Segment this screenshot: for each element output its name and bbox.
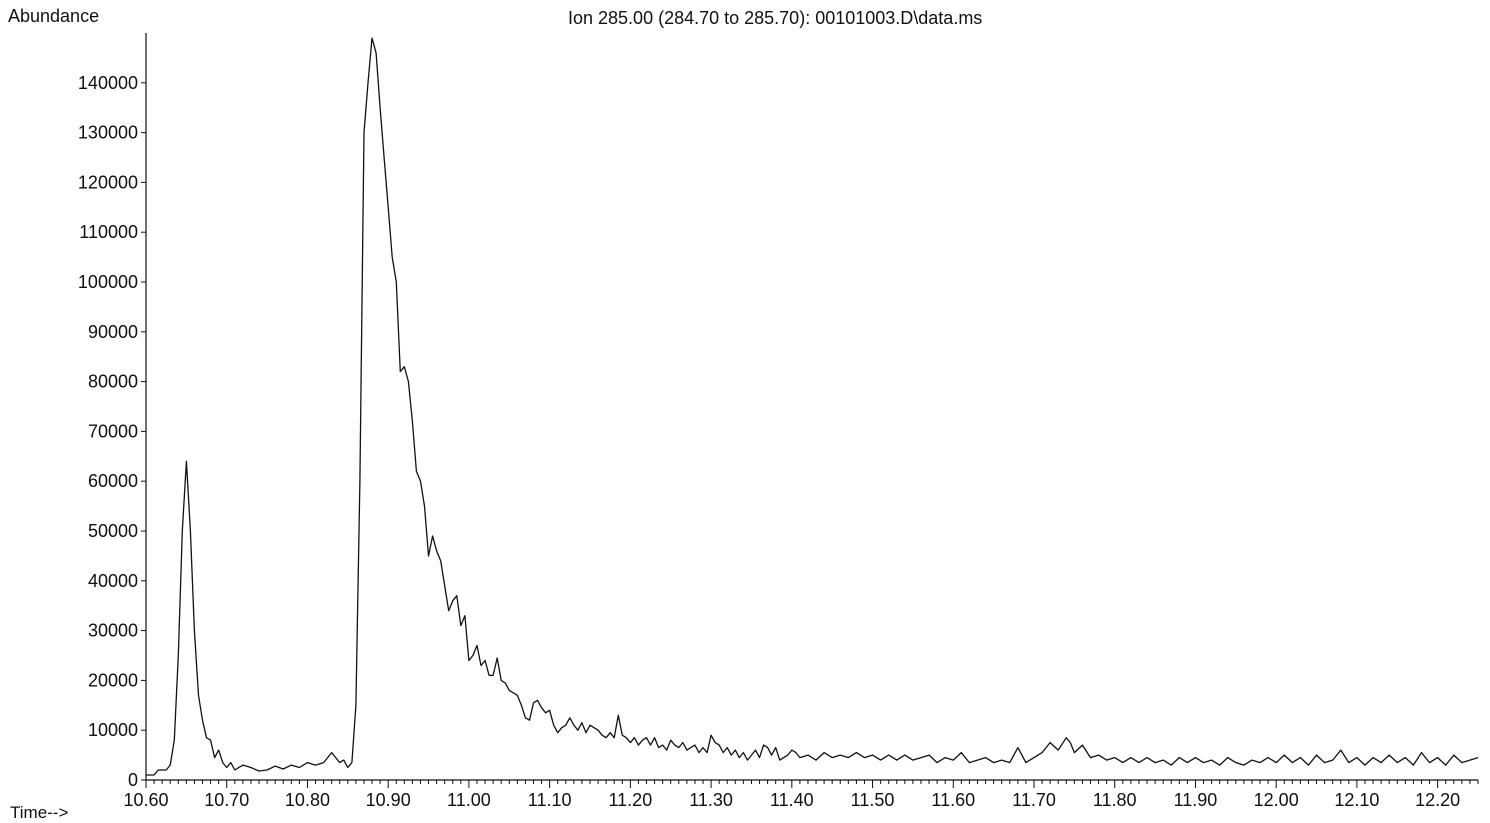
x-tick-label: 11.00 (447, 790, 491, 810)
y-axis-ticks: 0 10000 20000 30000 40000 50000 60000 70000 8000… (78, 73, 146, 790)
x-tick-label: 11.10 (528, 790, 572, 810)
x-tick-label: 10.60 (123, 790, 168, 810)
x-tick-label: 10.90 (366, 790, 411, 810)
y-tick-label: 90000 (88, 322, 138, 342)
y-tick-label: 110000 (79, 222, 138, 242)
x-tick-label: 11.30 (689, 790, 733, 810)
x-axis-label: Time--> (10, 803, 69, 822)
y-tick-label: 100000 (78, 272, 138, 292)
y-tick-label: 50000 (88, 521, 138, 541)
y-tick-label: 140000 (78, 73, 138, 93)
x-tick-label: 12.00 (1254, 790, 1299, 810)
x-tick-label: 12.20 (1415, 790, 1460, 810)
y-axis-label: Abundance (8, 6, 100, 26)
y-tick-label: 130000 (78, 123, 138, 143)
x-tick-label: 11.80 (1093, 790, 1137, 810)
y-tick-label: 70000 (88, 421, 138, 441)
y-tick-label: 10000 (88, 720, 138, 740)
chart-title: Ion 285.00 (284.70 to 285.70): 00101003.… (568, 8, 983, 28)
x-tick-label: 11.70 (1012, 790, 1056, 810)
x-tick-label: 11.40 (770, 790, 814, 810)
axes (145, 33, 1478, 781)
y-tick-label: 30000 (88, 621, 138, 641)
series-line (146, 37, 1479, 776)
y-tick-label: 0 (128, 770, 138, 790)
x-tick-label: 11.90 (1174, 790, 1218, 810)
y-tick-label: 40000 (88, 571, 138, 591)
x-axis-ticks: 10.60 10.70 10.80 10.90 11.00 11.10 11.20 11.30… (123, 780, 1479, 810)
y-tick-label: 80000 (88, 372, 138, 392)
y-tick-label: 20000 (88, 670, 138, 690)
x-tick-label: 10.70 (204, 790, 249, 810)
x-tick-label: 11.50 (851, 790, 895, 810)
x-tick-label: 11.60 (931, 790, 975, 810)
y-tick-label: 60000 (88, 471, 138, 491)
plot-area (146, 37, 1479, 776)
x-tick-label: 10.80 (285, 790, 330, 810)
y-tick-label: 120000 (78, 172, 138, 192)
x-tick-label: 12.10 (1334, 790, 1379, 810)
x-tick-label: 11.20 (609, 790, 653, 810)
